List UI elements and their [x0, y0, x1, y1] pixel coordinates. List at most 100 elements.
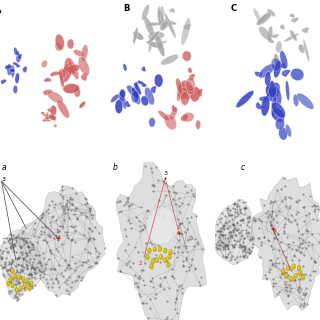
Point — [68, 194, 73, 199]
Point — [55, 238, 60, 243]
Point — [227, 223, 232, 228]
Point — [157, 204, 162, 210]
Point — [286, 205, 292, 210]
Point — [232, 202, 237, 207]
Point — [13, 294, 18, 299]
Ellipse shape — [291, 68, 304, 81]
Point — [239, 228, 244, 233]
Point — [239, 245, 244, 250]
Polygon shape — [198, 90, 202, 96]
Point — [6, 259, 12, 264]
Ellipse shape — [63, 84, 79, 93]
Polygon shape — [5, 66, 12, 68]
Point — [70, 238, 75, 243]
Point — [172, 244, 177, 250]
Point — [0, 254, 5, 259]
Ellipse shape — [160, 21, 168, 31]
Point — [237, 237, 243, 242]
Point — [22, 239, 27, 244]
Ellipse shape — [271, 85, 282, 105]
Point — [230, 222, 235, 227]
Point — [187, 265, 192, 270]
Point — [75, 216, 80, 221]
Ellipse shape — [266, 84, 274, 99]
Point — [38, 228, 44, 233]
Ellipse shape — [177, 83, 183, 101]
Polygon shape — [0, 229, 43, 300]
Point — [0, 265, 5, 270]
Point — [285, 294, 291, 299]
Point — [188, 187, 193, 192]
Point — [59, 270, 64, 275]
Point — [297, 286, 302, 291]
Point — [290, 258, 295, 263]
Circle shape — [150, 265, 152, 267]
Point — [215, 243, 220, 248]
Ellipse shape — [259, 64, 275, 78]
Point — [242, 206, 247, 211]
Point — [24, 263, 29, 268]
Point — [148, 165, 153, 170]
Polygon shape — [151, 87, 156, 93]
Ellipse shape — [285, 80, 290, 101]
Point — [273, 260, 278, 266]
Point — [242, 246, 247, 251]
Point — [5, 249, 10, 254]
Point — [44, 240, 50, 245]
Point — [276, 247, 281, 252]
Point — [313, 268, 318, 274]
Circle shape — [16, 288, 17, 290]
Point — [46, 206, 51, 212]
Point — [117, 269, 123, 274]
Point — [148, 239, 153, 244]
Point — [40, 215, 45, 220]
Point — [151, 255, 156, 260]
Point — [8, 232, 13, 237]
Point — [225, 252, 230, 257]
Point — [94, 260, 100, 266]
Circle shape — [14, 274, 15, 276]
Point — [9, 275, 14, 280]
Point — [160, 178, 165, 183]
Point — [69, 196, 75, 201]
Point — [318, 231, 320, 236]
Point — [154, 252, 159, 258]
Circle shape — [28, 286, 31, 291]
Point — [185, 227, 190, 232]
Point — [51, 267, 56, 272]
Point — [102, 246, 108, 251]
Point — [319, 241, 320, 246]
Point — [34, 265, 39, 270]
Point — [164, 317, 169, 320]
Ellipse shape — [46, 115, 49, 121]
Point — [222, 213, 228, 218]
Point — [115, 255, 120, 260]
Circle shape — [294, 273, 298, 278]
Ellipse shape — [47, 91, 63, 103]
Point — [152, 240, 157, 245]
Point — [12, 243, 18, 248]
Point — [53, 276, 59, 282]
Point — [173, 295, 178, 300]
Circle shape — [28, 287, 29, 289]
Point — [300, 238, 305, 243]
Point — [305, 228, 310, 234]
Ellipse shape — [285, 124, 292, 137]
Point — [234, 228, 239, 233]
Circle shape — [151, 259, 155, 264]
Point — [15, 232, 20, 237]
Point — [246, 213, 252, 219]
Point — [271, 284, 276, 289]
Point — [92, 224, 97, 229]
Ellipse shape — [123, 64, 127, 71]
Point — [17, 243, 22, 248]
Point — [8, 244, 13, 249]
Point — [220, 233, 226, 238]
Point — [224, 225, 229, 230]
Point — [275, 231, 280, 236]
Point — [125, 261, 130, 266]
Point — [296, 287, 301, 292]
Point — [31, 243, 36, 248]
Point — [35, 260, 40, 265]
Point — [59, 187, 64, 192]
